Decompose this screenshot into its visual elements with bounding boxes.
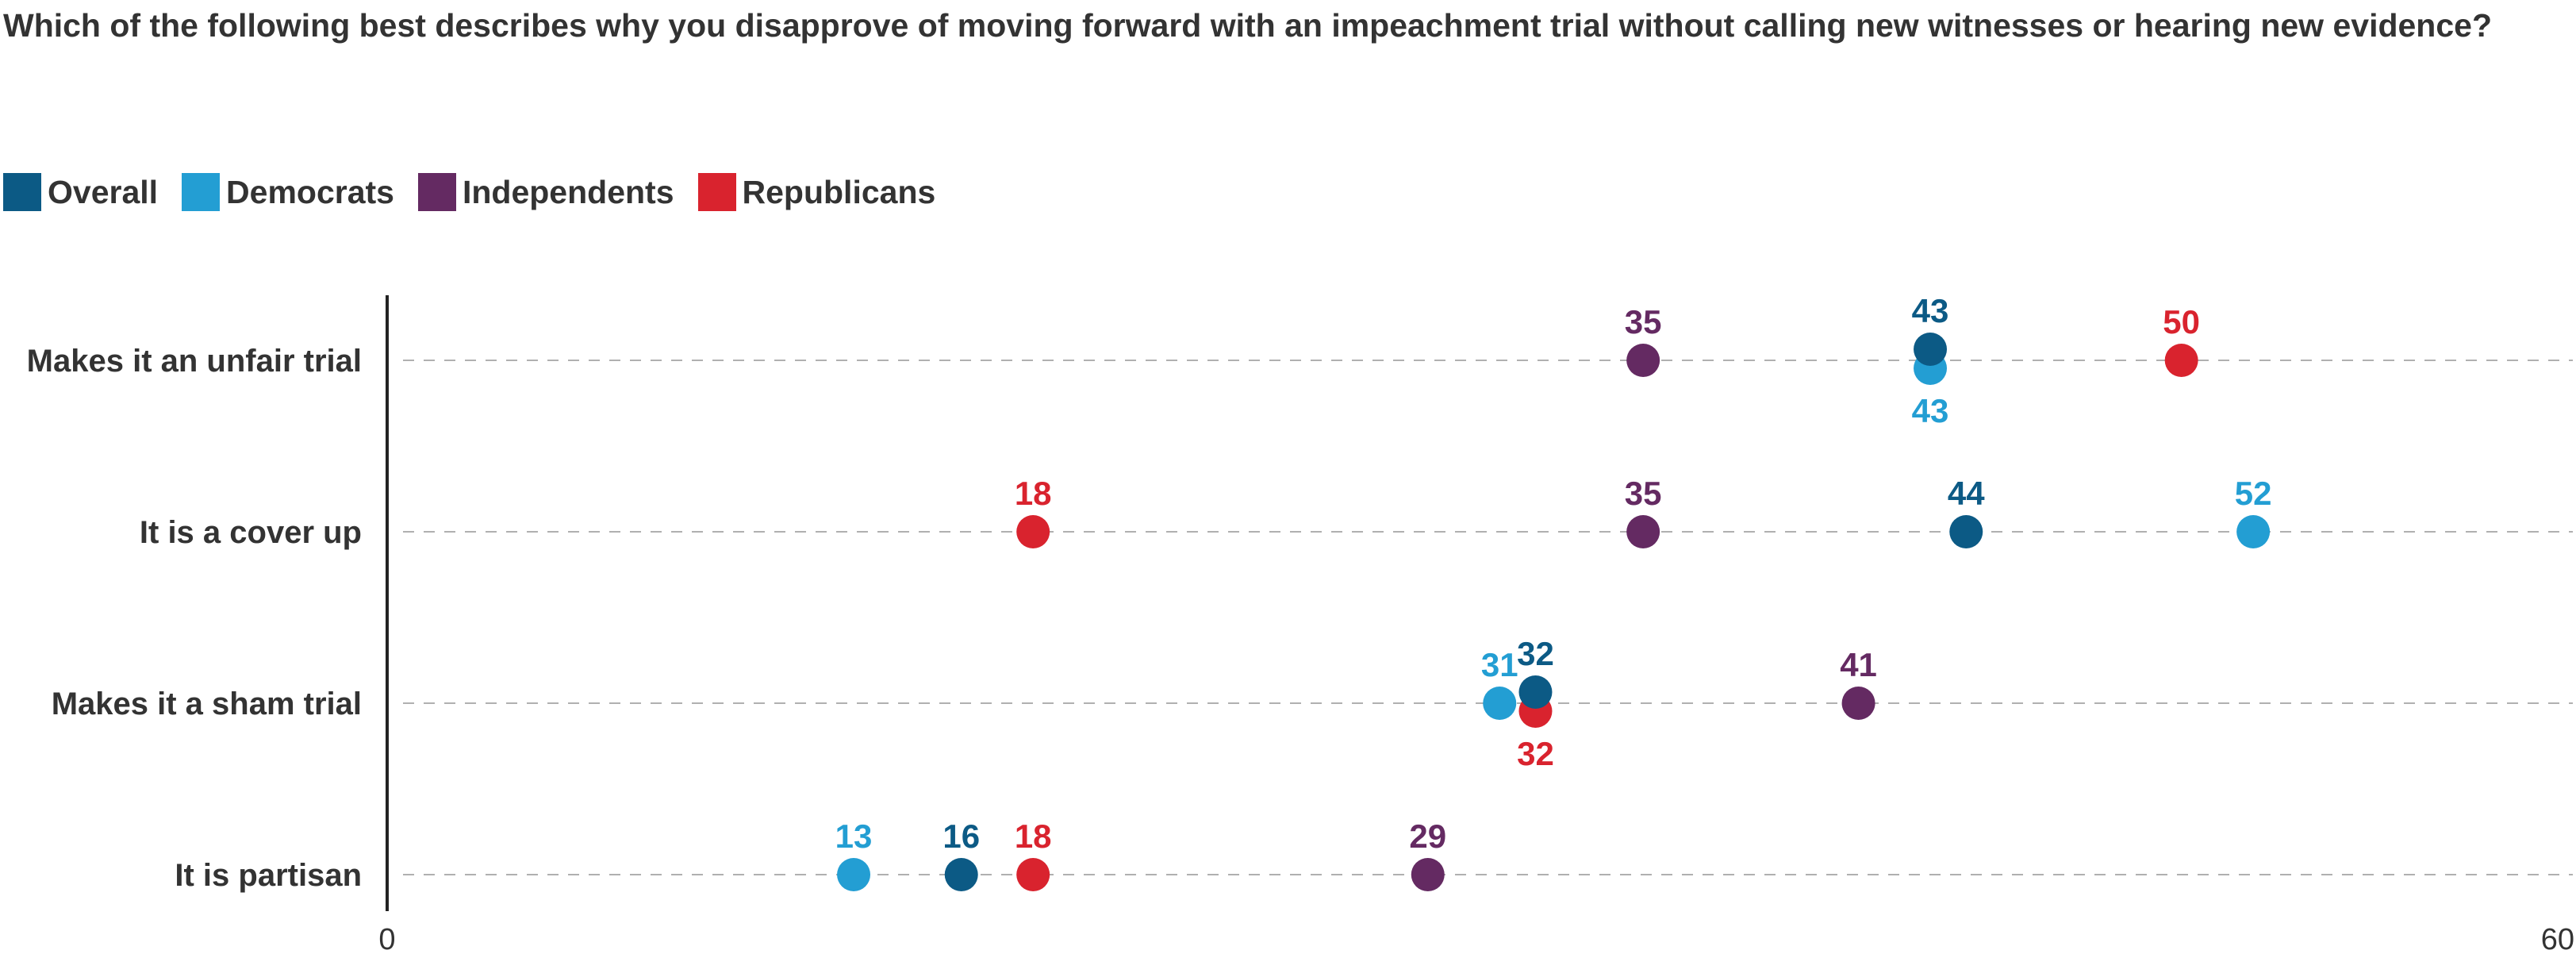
point-democrats-it-is-partisan: [837, 858, 871, 891]
label-overall-makes-it-an-unfair-trial: 43: [1912, 292, 1949, 329]
label-overall-it-is-a-cover-up: 44: [1948, 475, 1985, 512]
legend-swatch-democrats: [182, 173, 221, 211]
legend-swatch-republicans: [697, 173, 736, 211]
legend-label-overall: Overall: [48, 173, 159, 210]
label-democrats-makes-it-an-unfair-trial: 43: [1912, 392, 1949, 429]
category-label-makes-it-a-sham-trial: Makes it a sham trial: [52, 687, 362, 721]
legend-item-democrats: Democrats: [182, 173, 394, 211]
label-republicans-makes-it-a-sham-trial: 32: [1517, 735, 1554, 772]
x-tick-0: 0: [378, 923, 395, 954]
point-republicans-makes-it-an-unfair-trial: [2164, 344, 2198, 377]
label-independents-it-is-partisan: 29: [1409, 817, 1446, 855]
legend-label-democrats: Democrats: [226, 173, 394, 210]
point-democrats-it-is-a-cover-up: [2236, 515, 2271, 548]
legend: Overall Democrats Independents Republicans: [3, 168, 959, 216]
category-labels: Makes it an unfair trial It is a cover up…: [27, 344, 362, 893]
legend-swatch-independents: [417, 173, 456, 211]
x-tick-labels: 0 60: [378, 923, 2574, 954]
label-independents-makes-it-an-unfair-trial: 35: [1625, 303, 1662, 340]
gridlines: [403, 360, 2573, 875]
point-independents-it-is-a-cover-up: [1626, 515, 1660, 548]
legend-item-independents: Independents: [417, 173, 674, 211]
point-republicans-it-is-a-cover-up: [1016, 515, 1050, 548]
label-democrats-it-is-partisan: 13: [835, 817, 873, 855]
label-democrats-makes-it-a-sham-trial: 31: [1481, 646, 1518, 683]
label-overall-makes-it-a-sham-trial: 32: [1517, 635, 1554, 672]
legend-item-overall: Overall: [3, 173, 158, 211]
x-tick-60: 60: [2541, 923, 2574, 954]
label-overall-it-is-partisan: 16: [942, 817, 980, 855]
chart-title: Which of the following best describes wh…: [3, 7, 2493, 44]
point-overall-makes-it-an-unfair-trial: [1914, 333, 1948, 366]
point-independents-it-is-partisan: [1411, 858, 1445, 891]
legend-item-republicans: Republicans: [697, 173, 936, 211]
point-overall-makes-it-a-sham-trial: [1518, 675, 1553, 709]
point-republicans-it-is-partisan: [1016, 858, 1050, 891]
category-label-it-is-partisan: It is partisan: [175, 858, 362, 893]
legend-label-independents: Independents: [462, 173, 674, 210]
label-independents-makes-it-a-sham-trial: 41: [1840, 646, 1877, 683]
point-independents-makes-it-a-sham-trial: [1841, 687, 1875, 720]
data-points: [837, 333, 2271, 891]
point-democrats-makes-it-a-sham-trial: [1483, 687, 1517, 720]
label-republicans-makes-it-an-unfair-trial: 50: [2163, 303, 2200, 340]
label-democrats-it-is-a-cover-up: 52: [2235, 475, 2272, 512]
legend-label-republicans: Republicans: [742, 173, 936, 210]
point-overall-it-is-a-cover-up: [1949, 515, 1983, 548]
label-republicans-it-is-partisan: 18: [1015, 817, 1052, 855]
label-independents-it-is-a-cover-up: 35: [1625, 475, 1662, 512]
label-republicans-it-is-a-cover-up: 18: [1015, 475, 1052, 512]
category-label-it-is-a-cover-up: It is a cover up: [140, 515, 362, 550]
point-overall-it-is-partisan: [944, 858, 978, 891]
point-independents-makes-it-an-unfair-trial: [1626, 344, 1660, 377]
category-label-makes-it-an-unfair-trial: Makes it an unfair trial: [27, 344, 362, 379]
legend-swatch-overall: [3, 173, 41, 211]
